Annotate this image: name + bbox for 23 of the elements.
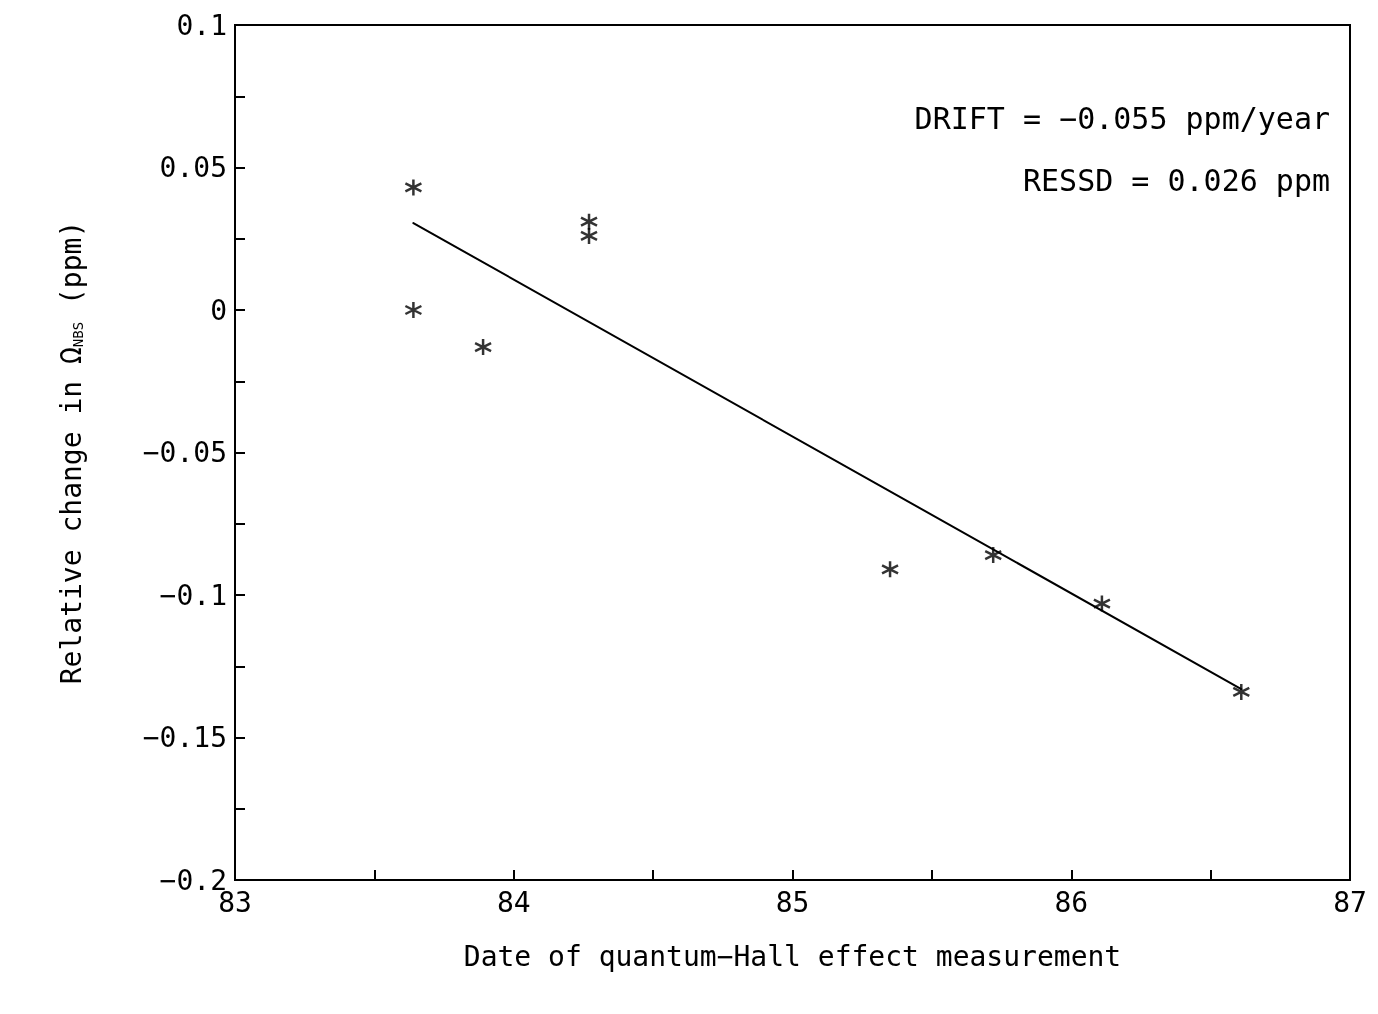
point [579,212,599,231]
y-tick-label: −0.1 [159,578,227,612]
x-tick-label: 85 [775,885,810,919]
point [404,178,423,197]
y-tick-label: 0.1 [176,8,227,42]
point [983,545,1003,565]
x-tick-label: 87 [1333,885,1367,919]
y-tick-label: 0.05 [159,151,227,184]
point [880,560,900,579]
y-tick-label: −0.05 [142,436,227,469]
x-tick-label: 84 [496,885,531,919]
annotation: RESSD = 0.026 ppm [1022,162,1330,198]
y-tick-label: −0.15 [142,721,227,754]
x-tick-label: 86 [1054,885,1089,919]
text: Relative change in ΩNBS (ppm) [54,220,88,685]
point [1232,682,1251,702]
point [473,337,493,357]
point [404,300,423,320]
point [1092,594,1112,613]
point [579,226,599,246]
annotation: DRIFT = −0.055 ppm/year [914,100,1331,136]
y-tick-label: 0 [210,293,227,327]
x-axis-title: Date of quantum−Hall effect measurement [463,939,1122,973]
